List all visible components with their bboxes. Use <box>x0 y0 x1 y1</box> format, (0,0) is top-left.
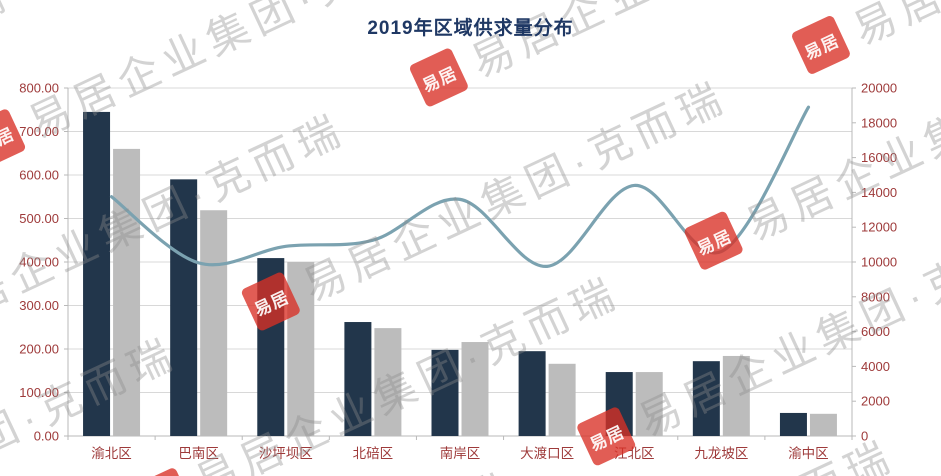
x-axis-label: 江北区 <box>614 446 655 461</box>
bar-series-dark-bar <box>605 372 633 436</box>
bar-series-dark-bar <box>170 179 198 436</box>
bar-series-dark-bar <box>779 412 807 436</box>
chart-title: 2019年区域供求量分布 <box>367 18 574 39</box>
left-axis-label: 400.00 <box>19 255 59 270</box>
bar-series-gray-bar <box>548 363 576 436</box>
left-axis-label: 800.00 <box>19 81 59 96</box>
right-axis-label: 16000 <box>861 150 897 165</box>
bar-series-gray-bar <box>722 355 750 436</box>
bar-series-dark-bar <box>692 361 720 436</box>
left-axis-label: 700.00 <box>19 124 59 139</box>
bar-series-gray-bar <box>809 413 837 436</box>
right-axis-label: 10000 <box>861 255 897 270</box>
right-axis-label: 18000 <box>861 115 897 130</box>
right-axis-label: 14000 <box>861 185 897 200</box>
x-axis-label: 南岸区 <box>440 446 481 461</box>
bar-series-gray-bar <box>287 262 315 436</box>
right-axis-label: 6000 <box>861 324 890 339</box>
bar-series-gray-bar <box>200 210 228 436</box>
right-axis-label: 4000 <box>861 359 890 374</box>
left-axis-label: 600.00 <box>19 168 59 183</box>
bar-series-gray-bar <box>374 328 402 436</box>
bar-series-gray-bar <box>113 148 141 436</box>
left-axis-label: 200.00 <box>19 342 59 357</box>
x-axis-label: 巴南区 <box>178 446 219 461</box>
x-axis-label: 北碚区 <box>353 446 394 461</box>
right-axis-label: 20000 <box>861 81 897 96</box>
bar-series-dark-bar <box>257 258 285 436</box>
x-axis-label: 渝中区 <box>788 446 829 461</box>
x-axis-label: 九龙坡区 <box>694 446 748 461</box>
bar-series-dark-bar <box>83 111 111 437</box>
right-axis-label: 2000 <box>861 394 890 409</box>
bar-series-gray-bar <box>635 372 663 436</box>
left-axis-label: 300.00 <box>19 298 59 313</box>
left-axis-label: 500.00 <box>19 211 59 226</box>
bar-series-gray-bar <box>461 342 489 436</box>
x-axis-label: 大渡口区 <box>520 446 574 461</box>
x-axis-label: 沙坪坝区 <box>259 446 313 461</box>
bar-series-dark-bar <box>344 322 372 436</box>
x-axis-label: 渝北区 <box>91 446 132 461</box>
bar-series-dark-bar <box>431 349 459 436</box>
right-axis-label: 8000 <box>861 289 890 304</box>
right-axis-label: 0 <box>861 429 868 444</box>
bar-series-dark-bar <box>518 351 546 436</box>
left-axis-label: 0.00 <box>34 429 59 444</box>
right-axis-label: 12000 <box>861 220 897 235</box>
left-axis-label: 100.00 <box>19 385 59 400</box>
